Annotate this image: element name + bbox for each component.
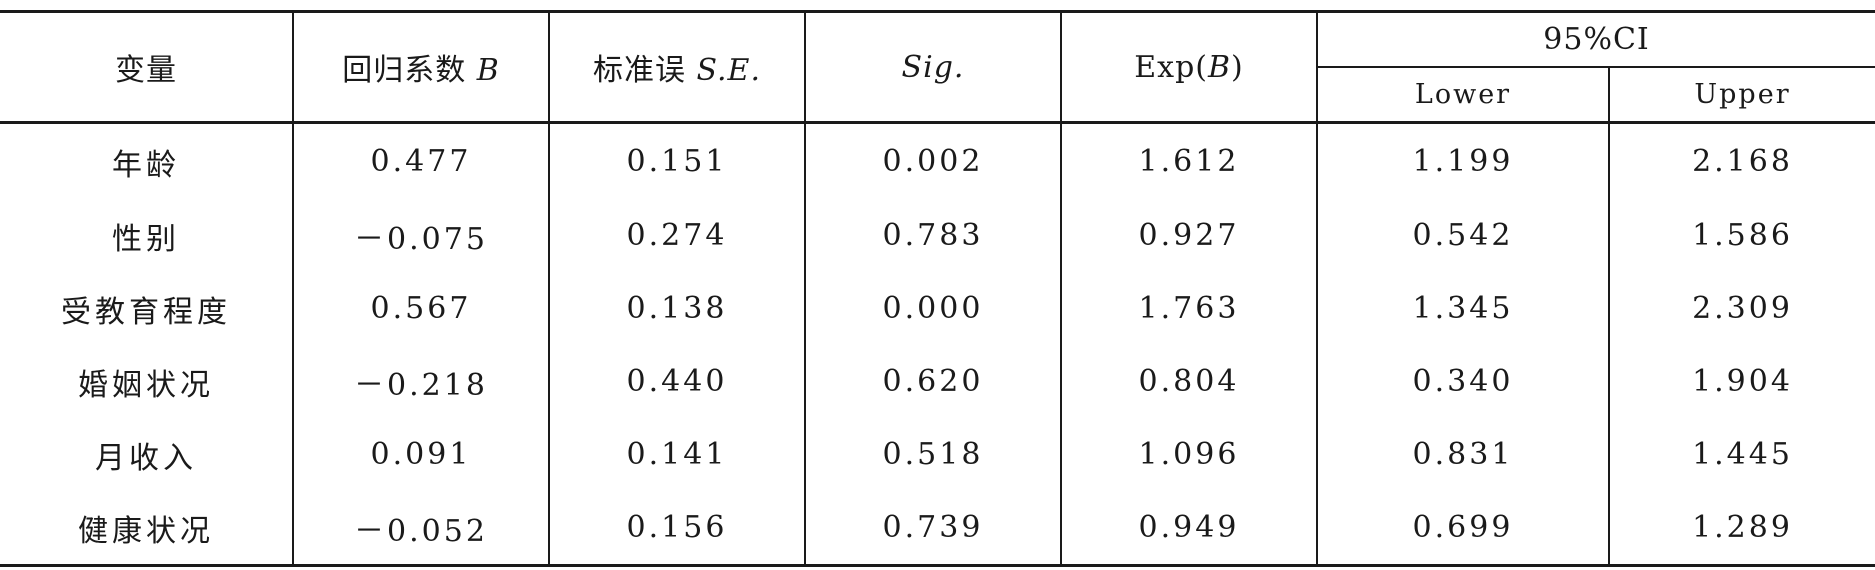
cell-coefficient: －0.218 (293, 345, 550, 418)
cell-variable: 年龄 (0, 122, 294, 199)
cell-exp-b: 0.927 (1061, 199, 1318, 272)
cell-coefficient: 0.567 (293, 272, 550, 345)
cell-ci-upper: 2.168 (1692, 144, 1793, 179)
cell-standard-error: 0.156 (549, 491, 806, 567)
cell-significance: 0.783 (805, 199, 1062, 272)
cell-variable: 性别 (0, 199, 294, 272)
header-exp-symbol: B (1207, 49, 1232, 85)
cell-ci-lower: 1.345 (1317, 272, 1610, 345)
cell-ci-upper: 1.586 (1692, 218, 1793, 253)
cell-ci-upper: 1.904 (1692, 364, 1793, 399)
table-row: 受教育程度 0.567 0.138 0.000 1.763 1.345 2.30… (0, 272, 1875, 345)
cell-ci-lower: 0.831 (1317, 418, 1610, 491)
header-upper: Upper (1609, 67, 1875, 124)
cell-exp-b: 1.096 (1061, 418, 1318, 491)
cell-variable: 月收入 (0, 418, 294, 491)
header-se-symbol: S.E. (696, 53, 761, 88)
table-body: 年龄 0.477 0.151 0.002 1.612 1.199 2.168 性… (0, 122, 1875, 567)
cell-ci-upper: 1.289 (1609, 491, 1875, 567)
cell-exp-b: 0.804 (1061, 345, 1318, 418)
cell-ci-lower: 0.699 (1317, 491, 1610, 567)
cell-ci-upper: 2.309 (1692, 291, 1793, 326)
cell-coefficient: 0.477 (293, 122, 550, 199)
table-row: 年龄 0.477 0.151 0.002 1.612 1.199 2.168 (0, 122, 1875, 199)
header-significance: Sig. (805, 10, 1062, 124)
cell-standard-error: 0.151 (549, 122, 806, 199)
table-row: 健康状况 －0.052 0.156 0.739 0.949 0.699 1.28… (0, 491, 1875, 567)
cell-exp-b: 0.949 (1061, 491, 1318, 567)
cell-ci-lower: 0.542 (1317, 199, 1610, 272)
header-se-label: 标准误 (592, 53, 697, 88)
cell-ci-upper: 1.445 (1692, 437, 1793, 472)
cell-significance: 0.000 (805, 272, 1062, 345)
cell-standard-error: 0.141 (549, 418, 806, 491)
cell-coefficient: －0.052 (293, 491, 550, 567)
header-coefficient-symbol: B (476, 53, 500, 88)
header-confidence-interval: 95%CI (1317, 10, 1875, 68)
cell-significance: 0.620 (805, 345, 1062, 418)
cell-ci-lower: 0.340 (1317, 345, 1610, 418)
cell-exp-b: 1.763 (1061, 272, 1318, 345)
header-standard-error: 标准误 S.E. (549, 10, 806, 124)
table-row: 月收入 0.091 0.141 0.518 1.096 0.831 1.445 (0, 418, 1875, 491)
header-coefficient-label: 回归系数 (342, 53, 477, 88)
cell-exp-b: 1.612 (1061, 122, 1318, 199)
header-exp-b: Exp(B) (1061, 10, 1318, 124)
cell-significance: 0.518 (805, 418, 1062, 491)
table-header: 变量 回归系数 B 标准误 S.E. Sig. Exp(B) 95%CI Low… (0, 10, 1875, 124)
header-variable: 变量 (0, 10, 294, 124)
cell-coefficient: 0.091 (293, 418, 550, 491)
cell-variable: 婚姻状况 (0, 345, 294, 418)
header-coefficient: 回归系数 B (293, 10, 550, 124)
cell-ci-lower: 1.199 (1317, 122, 1610, 199)
cell-standard-error: 0.138 (549, 272, 806, 345)
cell-standard-error: 0.274 (549, 199, 806, 272)
cell-coefficient: －0.075 (293, 199, 550, 272)
table-row: 婚姻状况 －0.218 0.440 0.620 0.804 0.340 1.90… (0, 345, 1875, 418)
header-exp-suffix: ) (1231, 49, 1244, 85)
cell-significance: 0.739 (805, 491, 1062, 567)
header-exp-prefix: Exp( (1134, 49, 1208, 85)
cell-standard-error: 0.440 (549, 345, 806, 418)
cell-variable: 受教育程度 (0, 272, 294, 345)
cell-variable: 健康状况 (0, 491, 294, 567)
cell-significance: 0.002 (805, 122, 1062, 199)
regression-table: 变量 回归系数 B 标准误 S.E. Sig. Exp(B) 95%CI Low… (0, 10, 1875, 567)
table-row: 性别 －0.075 0.274 0.783 0.927 0.542 1.586 (0, 199, 1875, 272)
header-lower: Lower (1317, 67, 1610, 124)
